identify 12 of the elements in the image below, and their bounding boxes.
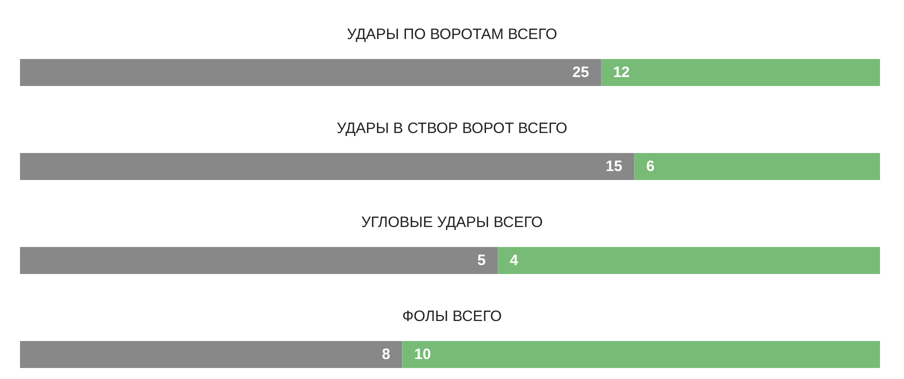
data-label: 8 <box>382 346 390 363</box>
data-label: 25 <box>572 64 590 81</box>
data-label: 4 <box>510 252 519 269</box>
data-label: 10 <box>414 346 431 363</box>
data-label: 6 <box>646 158 655 175</box>
data-label: 12 <box>613 64 630 81</box>
data-label: 5 <box>477 252 486 269</box>
data-label: 15 <box>606 158 622 175</box>
chart-title: УГЛОВЫЕ УДАРЫ ВСЕГО <box>361 214 543 231</box>
chart-title: УДАРЫ ПО ВОРОТАМ ВСЕГО <box>346 26 558 43</box>
chart-title: УДАРЫ В СТВОР ВОРОТ ВСЕГО <box>336 120 568 137</box>
chart-title: ФОЛЫ ВСЕГО <box>402 308 502 325</box>
